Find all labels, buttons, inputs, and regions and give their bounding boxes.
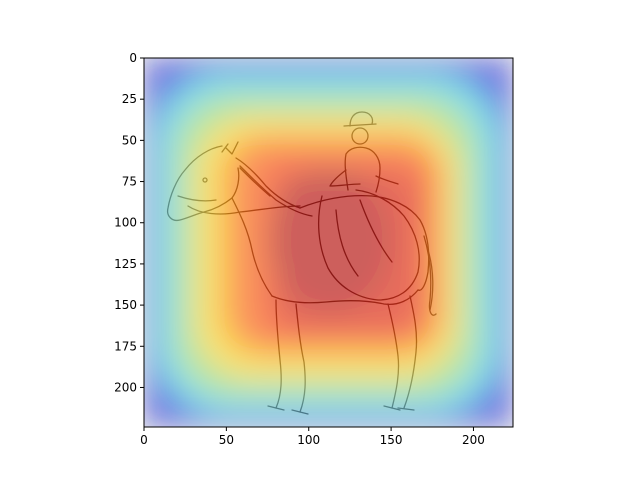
x-tick-label: 150 [380,433,403,447]
y-tick-label: 200 [114,380,137,394]
x-tick-label: 0 [140,433,148,447]
y-tick-label: 50 [122,133,137,147]
plot-frame [143,57,514,428]
y-tick-label: 75 [122,175,137,189]
y-tick-label: 25 [122,92,137,106]
heat-overlay [144,58,513,427]
x-tick-label: 50 [219,433,234,447]
y-tick-label: 125 [114,257,137,271]
y-axis: 0 25 50 75 100 125 150 175 200 [114,51,144,394]
x-tick-label: 100 [297,433,320,447]
y-tick-label: 0 [129,51,137,65]
x-axis: 0 50 100 150 200 [140,427,485,447]
x-tick-label: 200 [462,433,485,447]
y-tick-label: 175 [114,339,137,353]
y-tick-label: 150 [114,298,137,312]
y-tick-label: 100 [114,216,137,230]
